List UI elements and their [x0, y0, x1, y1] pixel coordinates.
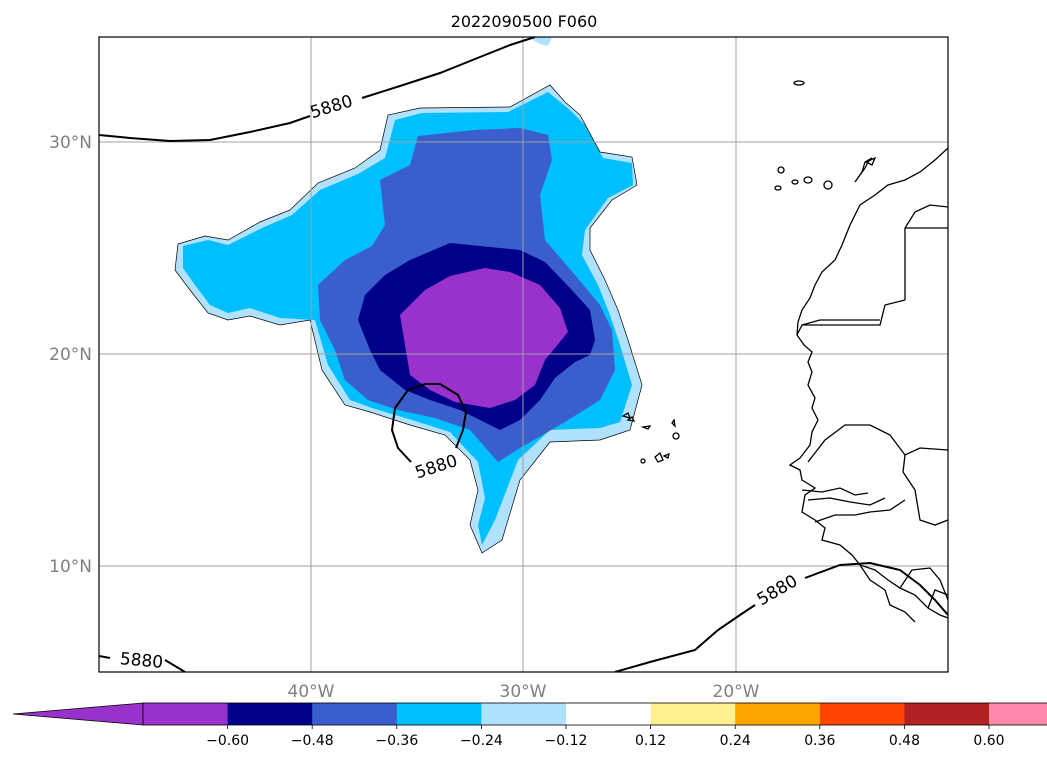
contour-label-top: 5880: [308, 91, 355, 123]
lon-label-20w: 20°W: [713, 682, 760, 702]
colorbar-tick-label: −0.36: [375, 733, 418, 749]
lat-label-10n: 10°N: [49, 557, 92, 577]
colorbar-segment: [481, 703, 567, 725]
anomaly-outline: [174, 84, 643, 554]
colorbar: −0.60 −0.48 −0.36 −0.24 −0.12 0.12 0.24 0.36 0.4…: [12, 702, 1047, 749]
colorbar-segment: [566, 703, 652, 725]
coastline: [788, 147, 948, 623]
canary-islands: [774, 80, 877, 191]
height-contours: [99, 37, 948, 672]
contour-label-east: 5880: [754, 571, 801, 610]
lat-label-30n: 30°N: [49, 133, 92, 153]
map-frame: [98, 36, 949, 673]
colorbar-tick-label: 0.36: [804, 733, 835, 749]
anomaly-fill-dark-orchid: [400, 268, 568, 408]
cape-verde-islands: [621, 412, 680, 464]
contour-label-southwest: 5880: [119, 649, 164, 673]
colorbar-segment: [650, 703, 736, 725]
lon-label-40w: 40°W: [288, 682, 335, 702]
colorbar-tick-label: −0.24: [460, 733, 503, 749]
anomaly-fill-top-edge: [528, 37, 552, 46]
colorbar-tick-label: 0.12: [635, 733, 666, 749]
colorbar-segment: [989, 703, 1047, 725]
colorbar-tick-label: 0.48: [889, 733, 920, 749]
map-area: 5880 5880 5880 5880: [99, 37, 948, 673]
colorbar-segment: [735, 703, 821, 725]
colorbar-tick-label: −0.48: [291, 733, 334, 749]
colorbar-under-arrow: [12, 702, 144, 726]
colorbar-segment: [904, 703, 990, 725]
colorbar-segment: [143, 703, 229, 725]
colorbar-segment: [312, 703, 398, 725]
contour-label-center: 5880: [413, 451, 460, 483]
colorbar-segment: [396, 703, 482, 725]
lon-label-30w: 30°W: [500, 682, 547, 702]
colorbar-tick-label: −0.60: [206, 733, 249, 749]
colorbar-tick-label: 0.60: [973, 733, 1004, 749]
map-title: 2022090500 F060: [451, 12, 598, 31]
colorbar-tick-label: −0.12: [545, 733, 588, 749]
colorbar-segment: [227, 703, 313, 725]
colorbar-tick-label: 0.24: [720, 733, 751, 749]
lat-label-20n: 20°N: [49, 345, 92, 365]
colorbar-segment: [819, 703, 905, 725]
colorbar-outline: [142, 702, 1047, 726]
gridlines: [99, 37, 948, 672]
